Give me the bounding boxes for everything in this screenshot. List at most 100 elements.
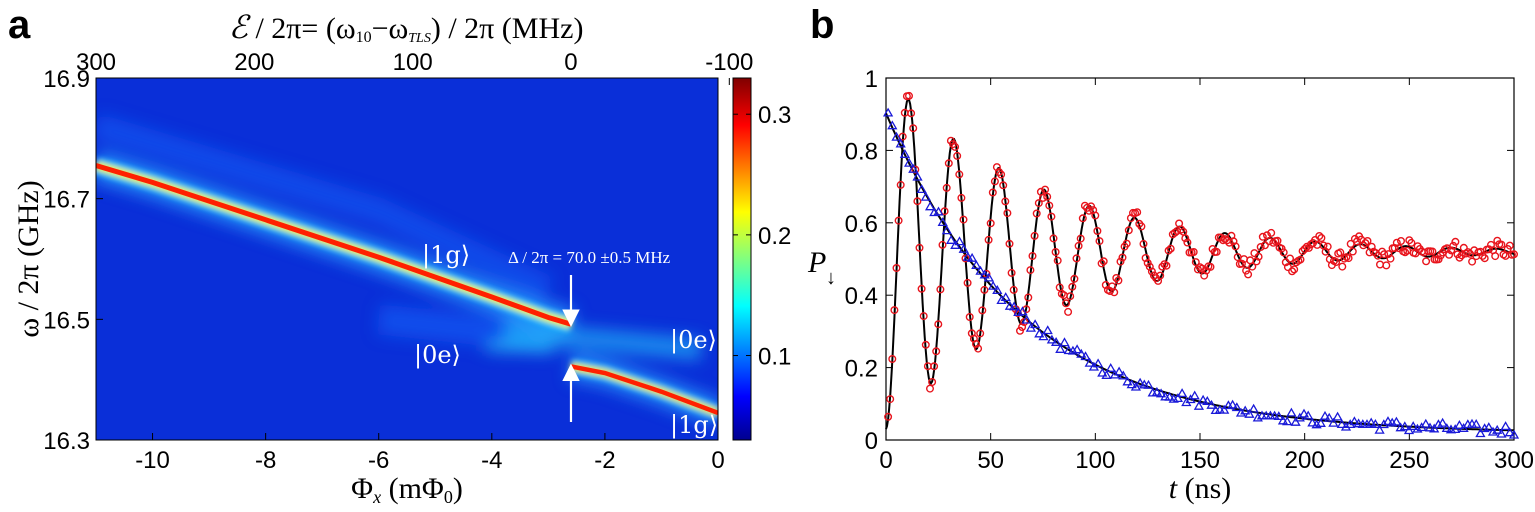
oscillation-point [1047, 212, 1056, 221]
oscillation-point [1332, 258, 1341, 267]
decay-point [1273, 411, 1284, 421]
ket-0e-left: |0e⟩ [414, 341, 461, 370]
oscillation-point [932, 347, 941, 356]
decay-point [958, 243, 969, 253]
y-tick-label-b: 0.8 [845, 138, 878, 165]
x-tick-label-a: -6 [368, 447, 389, 474]
oscillation-point [1051, 247, 1060, 256]
oscillation-point [1212, 247, 1221, 256]
plot-frame-b [885, 77, 1515, 441]
decay-point [1286, 407, 1297, 417]
decay-point [1441, 423, 1452, 433]
decay-point [903, 157, 915, 167]
oscillation-point [978, 306, 987, 315]
decay-point [1374, 424, 1385, 434]
oscillation-point [1076, 234, 1085, 243]
oscillation-point [1348, 247, 1357, 256]
oscillation-point [1133, 208, 1142, 217]
decay-point [1487, 426, 1499, 436]
oscillation-point [953, 151, 962, 160]
oscillation-point [974, 344, 983, 353]
oscillation-point [894, 216, 903, 225]
decay-point [1382, 416, 1394, 426]
oscillation-point [1183, 238, 1192, 247]
oscillation-point [1068, 282, 1077, 291]
oscillation-point [909, 124, 918, 133]
oscillation-point [1070, 274, 1079, 283]
decay-point [1134, 377, 1146, 387]
decay-point [1496, 428, 1507, 438]
oscillation-point [1497, 240, 1506, 249]
oscillation-point [1164, 246, 1173, 255]
oscillation-point [1317, 233, 1326, 242]
oscillation-point [1074, 241, 1083, 250]
oscillation-point [990, 177, 999, 186]
decay-point [1189, 390, 1200, 400]
decay-point [962, 251, 974, 261]
heatmap [96, 78, 718, 440]
oscillation-point [1099, 257, 1108, 266]
decay-point [1366, 417, 1377, 427]
decay-point [1021, 314, 1032, 324]
oscillation-point [1273, 236, 1282, 245]
decay-point [1248, 403, 1259, 413]
decay-point [1164, 391, 1175, 401]
oscillation-point [1003, 209, 1012, 218]
oscillation-point [919, 312, 928, 321]
decay-point [895, 138, 906, 148]
decay-point [1008, 301, 1020, 311]
heatmap-frame [95, 77, 719, 441]
oscillation-point [1457, 251, 1466, 260]
x-tick-label-a: -2 [594, 447, 615, 474]
oscillation-point [961, 254, 970, 263]
oscillation-point [951, 142, 960, 151]
top-tick-label: 300 [76, 49, 116, 76]
panel-a: a ℰ / 2π= (ω10−ωTLS) / 2π (MHz) 300 200 10… [8, 3, 791, 507]
y-tick-label-a: 16.3 [43, 428, 90, 455]
oscillation-point [1323, 242, 1332, 251]
oscillation-point [886, 395, 895, 404]
x-tick-label-a: -10 [135, 447, 170, 474]
oscillation-point [1434, 255, 1443, 264]
oscillation-point [1141, 253, 1150, 262]
decay-point [1328, 417, 1339, 427]
oscillation-point [963, 278, 972, 287]
x-tick-label-b: 150 [1180, 447, 1220, 474]
decay-point [1143, 379, 1154, 389]
decay-point [1206, 399, 1217, 409]
decay-point [899, 148, 911, 158]
oscillation-point [921, 340, 930, 349]
decay-point [891, 131, 902, 141]
oscillation-point [1455, 253, 1464, 262]
decay-point [1399, 421, 1410, 431]
splitting-label: Δ / 2π = 70.0 ±0.5 MHz [508, 248, 671, 267]
decay-point [916, 184, 927, 194]
panel-a-axes: -10 -8 -6 -4 -2 0 16.3 16.5 16.7 16.9 [43, 66, 724, 474]
oscillation-point [1122, 239, 1131, 248]
decay-point [1429, 423, 1440, 433]
oscillation-point [1300, 244, 1309, 253]
oscillation-point [1491, 252, 1500, 261]
oscillation-point [1396, 236, 1405, 245]
oscillation-point [1422, 257, 1431, 266]
oscillation-point [992, 163, 1001, 172]
oscillation-point [1298, 247, 1307, 256]
y-tick-label-a: 16.5 [43, 307, 90, 334]
oscillation-point [1105, 287, 1114, 296]
decay-point [1252, 412, 1263, 422]
top-tick-label: 100 [393, 49, 433, 76]
oscillation-point [1237, 259, 1246, 268]
decay-point [1193, 400, 1205, 410]
oscillation-point [986, 219, 995, 228]
oscillation-series [884, 91, 1518, 421]
decay-point [1303, 410, 1314, 420]
decay-point [1050, 336, 1062, 346]
oscillation-point [1260, 241, 1269, 250]
oscillation-point [1338, 262, 1347, 271]
oscillation-point [1009, 285, 1018, 294]
y-tick-label-b: 0.4 [845, 283, 878, 310]
oscillation-point [1116, 257, 1125, 266]
oscillation-point [1367, 242, 1376, 251]
y-tick-label-a: 16.9 [43, 66, 90, 93]
oscillation-point [1447, 246, 1456, 255]
